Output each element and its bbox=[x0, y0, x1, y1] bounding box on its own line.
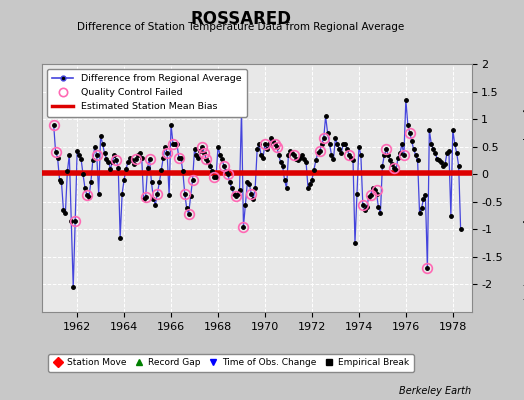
Text: Difference of Station Temperature Data from Regional Average: Difference of Station Temperature Data f… bbox=[78, 22, 405, 32]
Legend: Station Move, Record Gap, Time of Obs. Change, Empirical Break: Station Move, Record Gap, Time of Obs. C… bbox=[48, 354, 414, 372]
Text: Berkeley Earth: Berkeley Earth bbox=[399, 386, 472, 396]
Text: ROSSARED: ROSSARED bbox=[191, 10, 291, 28]
Y-axis label: Monthly Temperature Anomaly Difference (°C): Monthly Temperature Anomaly Difference (… bbox=[522, 75, 524, 301]
